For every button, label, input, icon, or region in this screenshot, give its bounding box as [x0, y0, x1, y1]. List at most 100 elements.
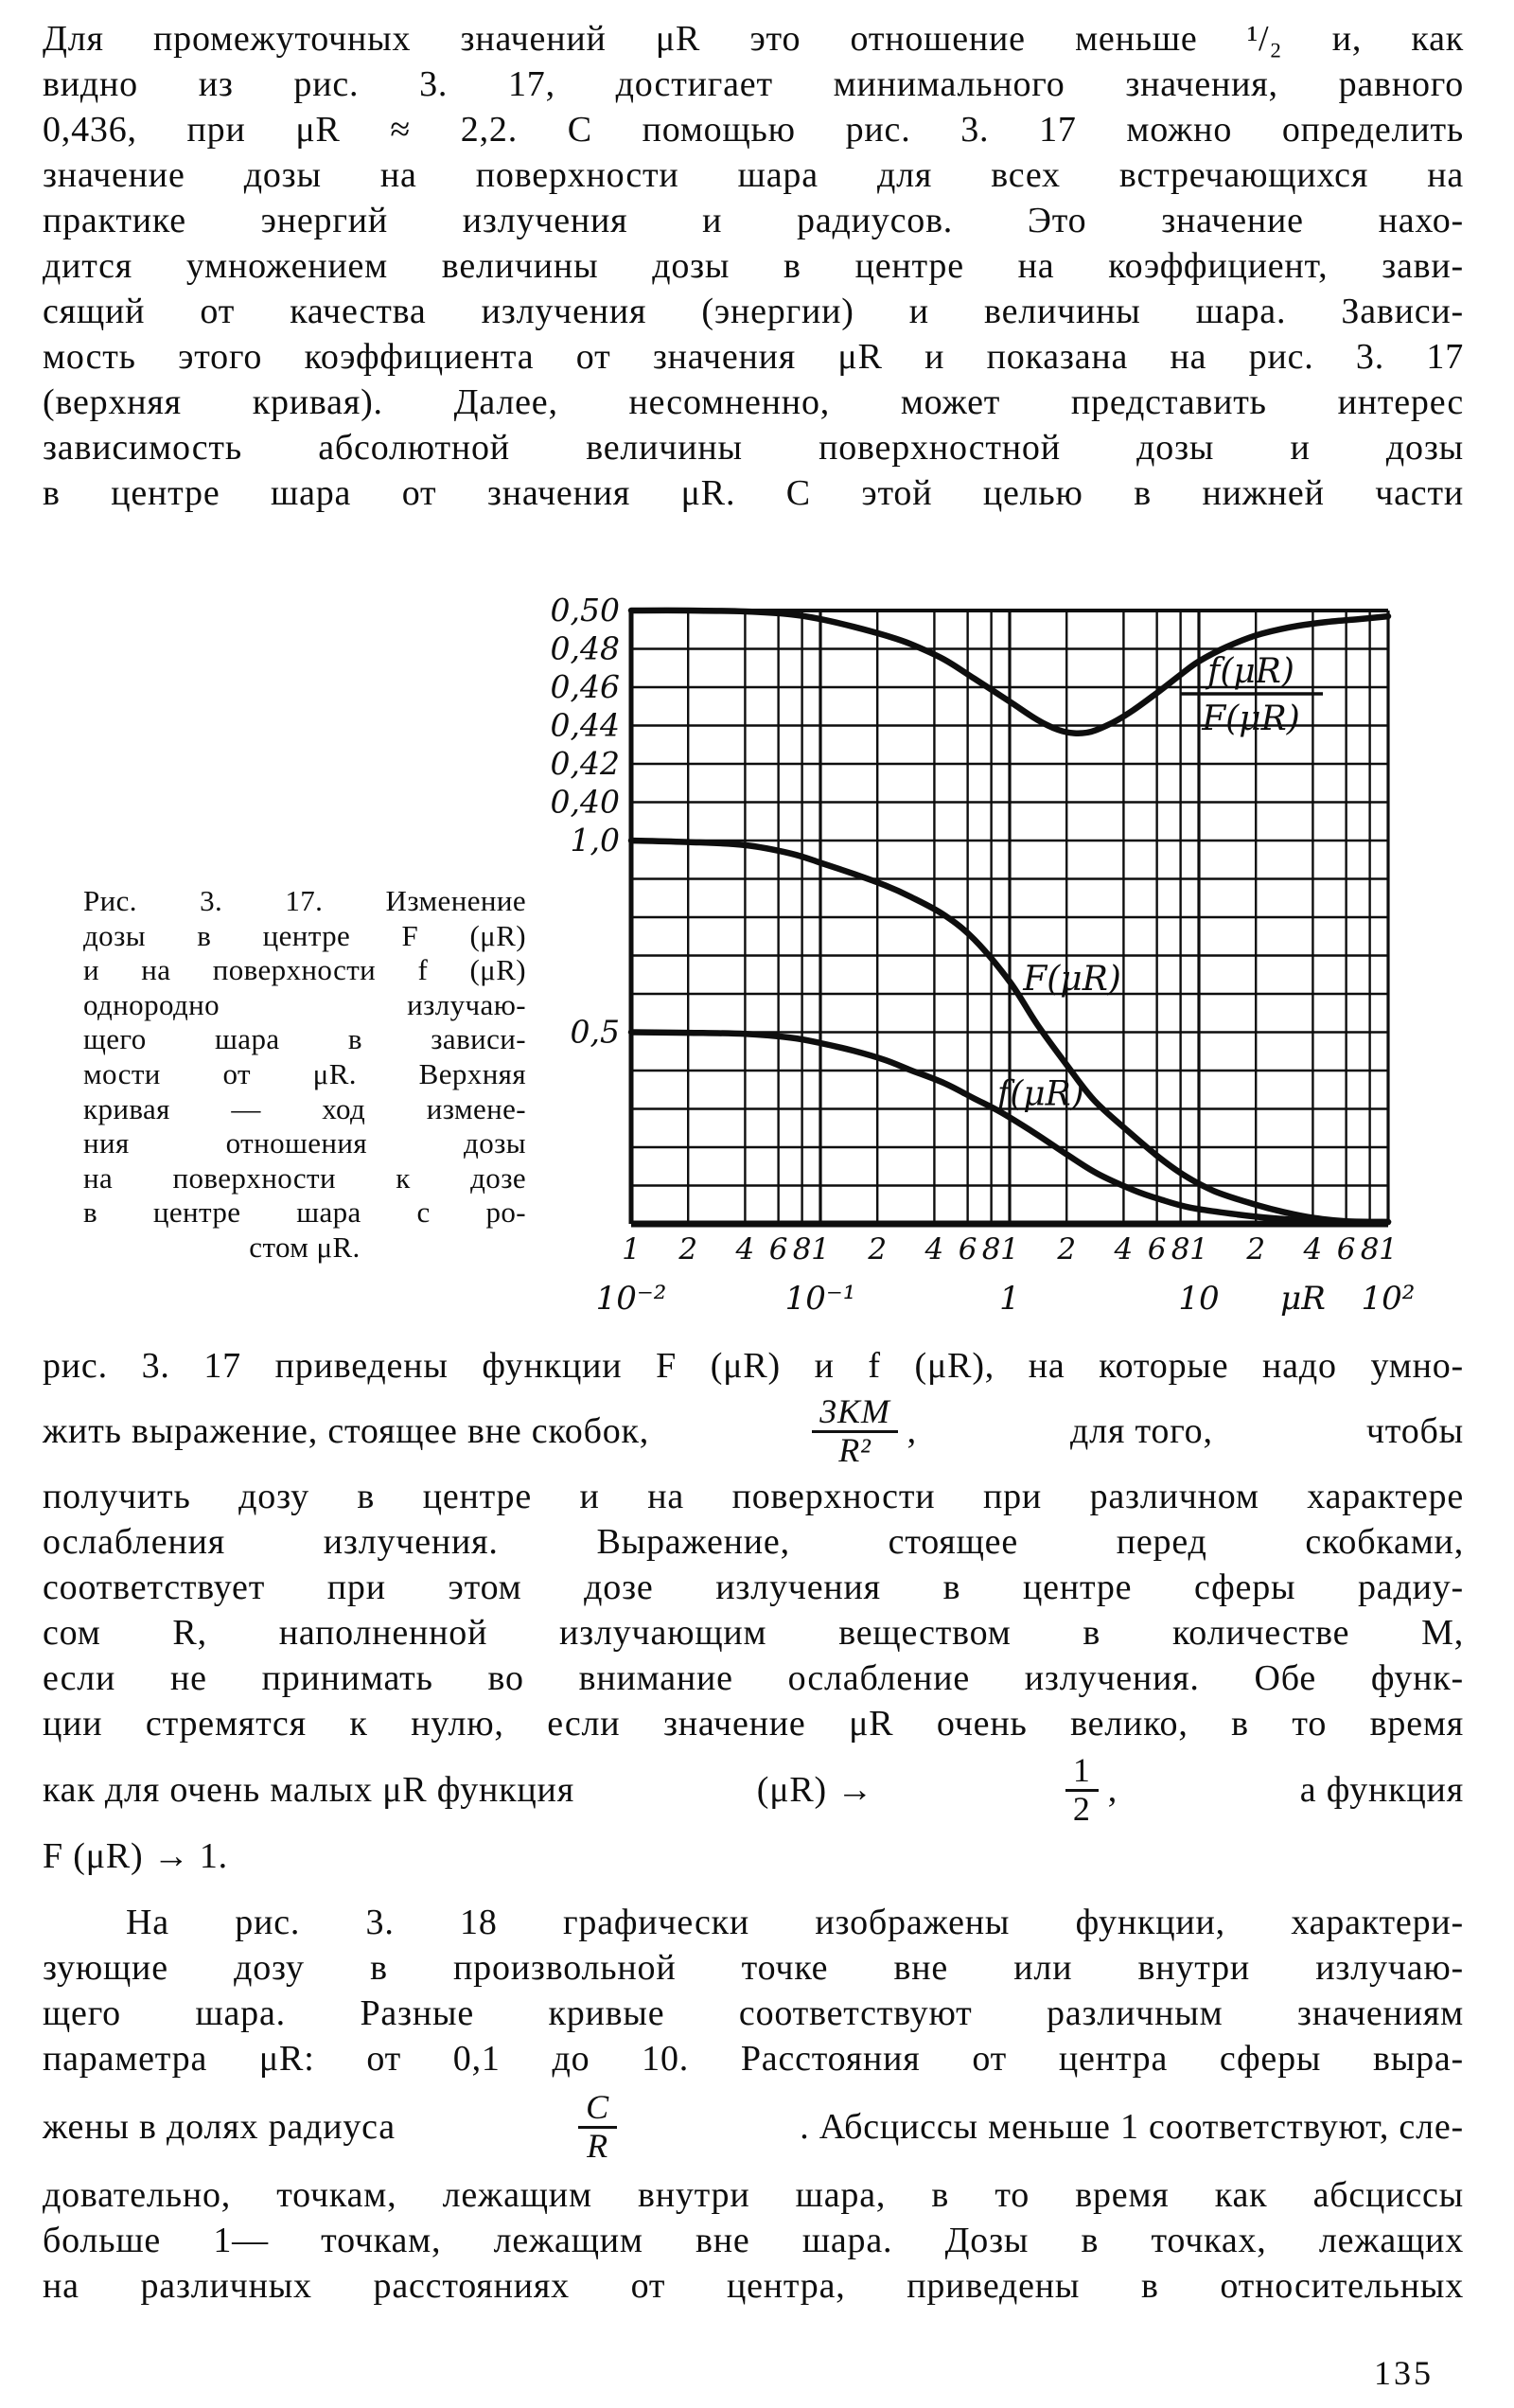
- text-line: сящий от качества излучения (энергии) и …: [43, 292, 1464, 331]
- svg-text:μR: μR: [1280, 1280, 1326, 1318]
- fraction-c-r: C R: [569, 2087, 626, 2165]
- svg-text:8: 8: [1361, 1232, 1380, 1266]
- svg-text:8: 8: [982, 1232, 1001, 1266]
- caption-line: щего шара в зависи-: [83, 1022, 526, 1056]
- svg-text:1: 1: [811, 1232, 830, 1266]
- curve-F(μR): [627, 837, 1392, 1226]
- fraction-denominator: R²: [812, 1429, 898, 1469]
- text-line-with-fraction: жены в долях радиуса C R . Абсциссы мень…: [43, 2081, 1464, 2172]
- caption-line: и на поверхности f (μR): [83, 953, 526, 987]
- text-line: мость этого коэффициента от значения μR …: [43, 337, 1464, 377]
- caption-line: в центре шара с ро-: [83, 1195, 526, 1230]
- text-line: щего шара. Разные кривые соответствуют р…: [43, 1993, 1464, 2033]
- text-segment: жить выражение, стоящее вне скобок,: [43, 1411, 650, 1451]
- fraction-3km-r2: 3KM R² ,: [802, 1391, 917, 1469]
- svg-text:0,42: 0,42: [551, 745, 620, 782]
- fraction-numerator: C: [586, 2087, 609, 2126]
- text-line: зависимость абсолютной величины поверхно…: [43, 428, 1464, 468]
- text-line: Для промежуточных значений μR это отноше…: [43, 19, 1464, 59]
- svg-text:10²: 10²: [1362, 1280, 1416, 1318]
- text-segment: . Абсциссы меньше 1 соответствуют, сле-: [800, 2107, 1464, 2147]
- fraction-numerator: 3KM: [819, 1391, 890, 1430]
- text-segment: для того,: [1070, 1411, 1213, 1451]
- text-line: значение дозы на поверхности шара для вс…: [43, 155, 1464, 195]
- figure-caption: Рис. 3. 17. Изменение дозы в центре F (μ…: [83, 884, 526, 1266]
- text-segment: как для очень малых μR функция: [43, 1770, 574, 1810]
- text-line: 0,436, при μR ≈ 2,2. С помощью рис. 3. 1…: [43, 110, 1464, 150]
- text-line: практике энергий излучения и радиусов. Э…: [43, 201, 1464, 240]
- svg-text:1: 1: [999, 1280, 1020, 1318]
- text-line: ции стремятся к нулю, если значение μR о…: [43, 1704, 1464, 1744]
- svg-text:0,5: 0,5: [571, 1014, 620, 1051]
- svg-text:0,50: 0,50: [551, 592, 620, 629]
- fraction-denominator: R: [578, 2125, 617, 2165]
- paragraph-3: На рис. 3. 18 графически изображены функ…: [43, 1900, 1464, 2309]
- text-line: дится умножением величины дозы в центре …: [43, 246, 1464, 286]
- svg-text:8: 8: [793, 1232, 812, 1266]
- svg-text:2: 2: [867, 1232, 887, 1266]
- text-line: На рис. 3. 18 графически изображены функ…: [126, 1903, 1464, 1942]
- figure-chart: 0,500,480,460,440,420,401,00,51 2 4 6 810⁻²1…: [551, 592, 1416, 1318]
- svg-text:f(μR): f(μR): [1205, 652, 1294, 691]
- text-line: видно из рис. 3. 17, достигает минимальн…: [43, 64, 1464, 104]
- svg-text:4: 4: [1114, 1232, 1134, 1266]
- caption-line: однородно излучаю-: [83, 987, 526, 1021]
- text-line: F (μR) → 1.: [43, 1836, 228, 1876]
- text-line: в центре шара от значения μR. С этой цел…: [43, 473, 1464, 513]
- text-segment: (μR) →: [756, 1770, 874, 1810]
- svg-text:2: 2: [1056, 1232, 1076, 1266]
- svg-text:10⁻²: 10⁻²: [596, 1280, 667, 1318]
- svg-text:2: 2: [1245, 1232, 1265, 1266]
- svg-text:f(μR): f(μR): [995, 1074, 1084, 1113]
- svg-text:1: 1: [622, 1232, 641, 1266]
- svg-text:6: 6: [959, 1232, 977, 1266]
- svg-text:8: 8: [1171, 1232, 1190, 1266]
- fraction-denominator: 2: [1065, 1788, 1099, 1828]
- text-line: на различных расстояниях от центра, прив…: [43, 2266, 1464, 2306]
- svg-text:2: 2: [678, 1232, 697, 1266]
- svg-text:F(μR): F(μR): [1022, 960, 1121, 999]
- svg-text:0,40: 0,40: [551, 784, 620, 821]
- text-segment: жены в долях радиуса: [43, 2107, 396, 2147]
- svg-text:10⁻¹: 10⁻¹: [785, 1280, 856, 1318]
- curve-f(μR): [627, 1029, 1392, 1226]
- text-line-with-fraction: жить выражение, стоящее вне скобок, 3KM …: [43, 1389, 1464, 1474]
- paragraph-2: рис. 3. 17 приведены функции F (μR) и f …: [43, 1343, 1464, 1879]
- svg-text:F(μR): F(μR): [1201, 699, 1300, 738]
- text-line: ослабления излучения. Выражение, стоящее…: [43, 1522, 1464, 1562]
- text-line: рис. 3. 17 приведены функции F (μR) и f …: [43, 1346, 1464, 1386]
- text-line: довательно, точкам, лежащим внутри шара,…: [43, 2175, 1464, 2215]
- caption-line: мости от μR. Верхняя: [83, 1056, 526, 1090]
- fraction-one-half: 1 2 ,: [1056, 1752, 1118, 1828]
- svg-text:6: 6: [1148, 1232, 1167, 1266]
- text-segment: а функция: [1299, 1770, 1464, 1810]
- caption-line: дозы в центре F (μR): [83, 918, 526, 952]
- page-number: 135: [1374, 2354, 1434, 2392]
- figure-3-17: 0,50 0,48 0,46 0,44 0,42 0,40 1,0 0,5 1 2 4 6 8 10⁻² 1…: [530, 563, 1457, 1358]
- svg-text:1: 1: [1000, 1232, 1019, 1266]
- svg-text:6: 6: [1337, 1232, 1356, 1266]
- text-line-with-fraction: как для очень малых μR функция (μR) → 1 …: [43, 1746, 1464, 1833]
- svg-text:1,0: 1,0: [571, 822, 620, 859]
- curve-f(μR)/F(μR): [627, 607, 1392, 736]
- svg-text:6: 6: [769, 1232, 788, 1266]
- caption-line: на поверхности к дозе: [83, 1160, 526, 1195]
- text-line: (верхняя кривая). Далее, несомненно, мож…: [43, 382, 1464, 422]
- text-segment: ,: [907, 1411, 917, 1451]
- caption-line: стом μR.: [249, 1230, 361, 1264]
- text-line: сом R, наполненной излучающим веществом …: [43, 1613, 1464, 1653]
- text-segment: чтобы: [1365, 1411, 1464, 1451]
- svg-text:4: 4: [924, 1232, 944, 1266]
- svg-text:1: 1: [1379, 1232, 1398, 1266]
- caption-line: Рис. 3. 17. Изменение: [83, 884, 526, 917]
- svg-text:0,46: 0,46: [551, 668, 620, 705]
- paragraph-1: Для промежуточных значений μR это отноше…: [43, 16, 1464, 516]
- text-segment: ,: [1107, 1770, 1118, 1810]
- svg-text:4: 4: [735, 1232, 755, 1266]
- text-line: получить дозу в центре и на поверхности …: [43, 1477, 1464, 1516]
- svg-text:0,44: 0,44: [551, 707, 620, 744]
- text-line: больше 1— точкам, лежащим вне шара. Дозы…: [43, 2221, 1464, 2260]
- svg-text:0,48: 0,48: [551, 630, 620, 667]
- svg-text:10: 10: [1178, 1280, 1219, 1318]
